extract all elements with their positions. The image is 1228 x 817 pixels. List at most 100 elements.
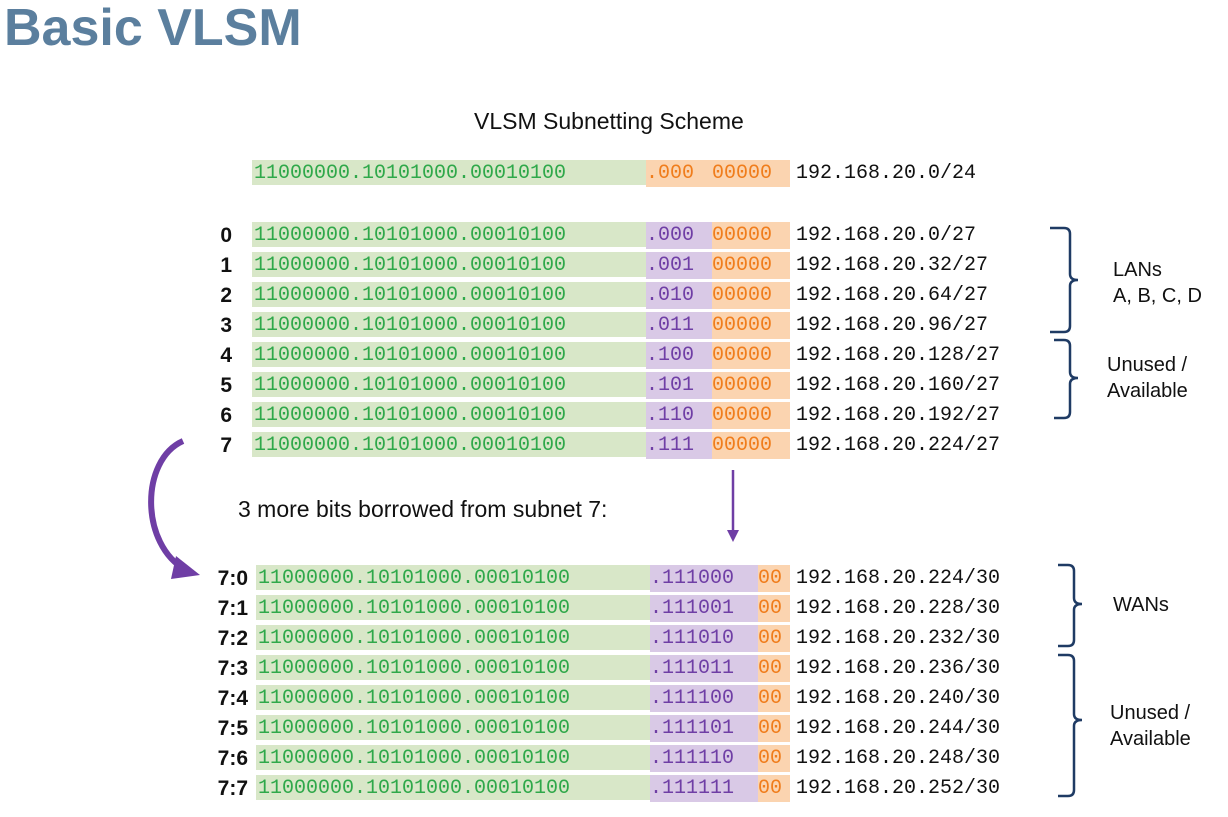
subnet-address: 192.168.20.160/27 xyxy=(796,374,1001,397)
subnet-row: 5 11000000.10101000.00010100.101 00000 192.… xyxy=(0,372,1228,401)
subnet-address: 192.168.20.232/30 xyxy=(796,627,1001,650)
lans-bracket xyxy=(1050,226,1079,334)
wans-label: WANs xyxy=(1113,594,1169,616)
subnet-bits: .100 xyxy=(646,342,712,371)
row-label: 5 xyxy=(220,374,232,397)
base-network-row: 11000000.10101000.00010100 .000 00000 19… xyxy=(0,160,1228,189)
down-arrow-head xyxy=(727,530,739,542)
curved-arrow xyxy=(148,438,188,573)
lans-label-line1: LANs xyxy=(1113,259,1162,281)
subnet-bits: .111110 xyxy=(650,745,758,774)
subnet-bits: .001 xyxy=(646,252,712,281)
network-bits: 11000000.10101000.00010100 xyxy=(252,160,646,187)
host-bits: 00 xyxy=(758,775,790,804)
subnet-row: 7:5 11000000.10101000.00010100.111101 00 19… xyxy=(0,715,1228,744)
network-bits: 11000000.10101000.00010100 xyxy=(256,565,650,592)
row-label: 7:1 xyxy=(217,597,248,620)
row-label: 7:2 xyxy=(217,627,248,650)
subnet-address: 192.168.20.244/30 xyxy=(796,717,1001,740)
row-label: 7:0 xyxy=(217,567,248,590)
host-bits: 00 xyxy=(758,685,790,714)
host-bits: 00000 xyxy=(712,282,790,311)
network-bits: 11000000.10101000.00010100 xyxy=(256,595,650,622)
subnet-bits: .111001 xyxy=(650,595,758,624)
row-label: 7:5 xyxy=(217,717,248,740)
network-bits: 11000000.10101000.00010100 xyxy=(256,715,650,742)
row-label: 7:7 xyxy=(217,777,248,800)
subnet-row: 3 11000000.10101000.00010100.011 00000 192.… xyxy=(0,312,1228,341)
host-bits: 00000 xyxy=(712,402,790,431)
subnet-bits: .010 xyxy=(646,282,712,311)
host-bits: 00000 xyxy=(712,342,790,371)
subnet-bits: .111101 xyxy=(650,715,758,744)
network-bits: 11000000.10101000.00010100 xyxy=(252,312,646,339)
unused-label-27-line2: Available xyxy=(1107,380,1188,402)
row-label: 3 xyxy=(220,314,232,337)
subnet-address: 192.168.20.192/27 xyxy=(796,404,1001,427)
row-label: 0 xyxy=(220,224,232,247)
host-bits: 00000 xyxy=(712,160,790,189)
network-bits: 11000000.10101000.00010100 xyxy=(252,342,646,369)
row-label: 4 xyxy=(220,344,232,367)
subnet-row: 7:7 11000000.10101000.00010100.111111 00 19… xyxy=(0,775,1228,804)
lans-label-line2: A, B, C, D xyxy=(1113,285,1202,307)
subnet-address: 192.168.20.32/27 xyxy=(796,254,989,277)
curved-arrow-head xyxy=(171,556,200,579)
host-bits: 00 xyxy=(758,745,790,774)
subnet-address: 192.168.20.240/30 xyxy=(796,687,1001,710)
subnet-address: 192.168.20.128/27 xyxy=(796,344,1001,367)
unused-27-bracket xyxy=(1054,338,1079,420)
subnet-address: 192.168.20.252/30 xyxy=(796,777,1001,800)
subnet-row: 1 11000000.10101000.00010100.001 00000 192.… xyxy=(0,252,1228,281)
subnet-bits: .000 xyxy=(646,160,712,189)
network-bits: 11000000.10101000.00010100 xyxy=(252,372,646,399)
subnet-bits: .111111 xyxy=(650,775,758,804)
subnet-row: 0 11000000.10101000.00010100.000 00000 192.… xyxy=(0,222,1228,251)
base-address: 192.168.20.0/24 xyxy=(796,162,977,185)
subnet-bits: .011 xyxy=(646,312,712,341)
network-bits: 11000000.10101000.00010100 xyxy=(252,252,646,279)
host-bits: 00000 xyxy=(712,252,790,281)
subnet-address: 192.168.20.224/27 xyxy=(796,434,1001,457)
subnet-bits: .111011 xyxy=(650,655,758,684)
subnet-address: 192.168.20.64/27 xyxy=(796,284,989,307)
subnet-address: 192.168.20.96/27 xyxy=(796,314,989,337)
unused-label-30-line1: Unused / xyxy=(1110,702,1191,724)
subnet-row: 7:3 11000000.10101000.00010100.111011 00 19… xyxy=(0,655,1228,684)
row-label: 2 xyxy=(220,284,232,307)
row-label: 6 xyxy=(220,404,232,427)
subnet-address: 192.168.20.228/30 xyxy=(796,597,1001,620)
subnet-address: 192.168.20.0/27 xyxy=(796,224,977,247)
host-bits: 00000 xyxy=(712,432,790,461)
network-bits: 11000000.10101000.00010100 xyxy=(256,745,650,772)
host-bits: 00000 xyxy=(712,222,790,251)
subnet-bits: .000 xyxy=(646,222,712,251)
subnet-bits: .111000 xyxy=(650,565,758,594)
network-bits: 11000000.10101000.00010100 xyxy=(256,625,650,652)
network-bits: 11000000.10101000.00010100 xyxy=(256,655,650,682)
subnet-address: 192.168.20.248/30 xyxy=(796,747,1001,770)
network-bits: 11000000.10101000.00010100 xyxy=(252,402,646,429)
subnet-address: 192.168.20.236/30 xyxy=(796,657,1001,680)
unused-label-27-line1: Unused / xyxy=(1107,354,1188,376)
row-label: 7:4 xyxy=(217,687,248,710)
subnet-row: 2 11000000.10101000.00010100.010 00000 192.… xyxy=(0,282,1228,311)
diagram-title: VLSM Subnetting Scheme xyxy=(474,108,744,134)
host-bits: 00 xyxy=(758,655,790,684)
unused-30-bracket xyxy=(1058,653,1083,798)
host-bits: 00000 xyxy=(712,312,790,341)
host-bits: 00 xyxy=(758,715,790,744)
subnet-row: 7:4 11000000.10101000.00010100.111100 00 19… xyxy=(0,685,1228,714)
subnet-address: 192.168.20.224/30 xyxy=(796,567,1001,590)
wans-bracket xyxy=(1058,563,1083,648)
host-bits: 00 xyxy=(758,595,790,624)
subnet-row: 7:2 11000000.10101000.00010100.111010 00 19… xyxy=(0,625,1228,654)
subnet-row: 7 11000000.10101000.00010100.111 00000 192.… xyxy=(0,432,1228,461)
page-title: Basic VLSM xyxy=(4,0,302,57)
subnet-row: 7:0 11000000.10101000.00010100.111000 00 19… xyxy=(0,565,1228,594)
network-bits: 11000000.10101000.00010100 xyxy=(252,432,646,459)
subnet-bits: .101 xyxy=(646,372,712,401)
unused-label-30-line2: Available xyxy=(1110,728,1191,750)
borrow-note: 3 more bits borrowed from subnet 7: xyxy=(238,496,608,522)
